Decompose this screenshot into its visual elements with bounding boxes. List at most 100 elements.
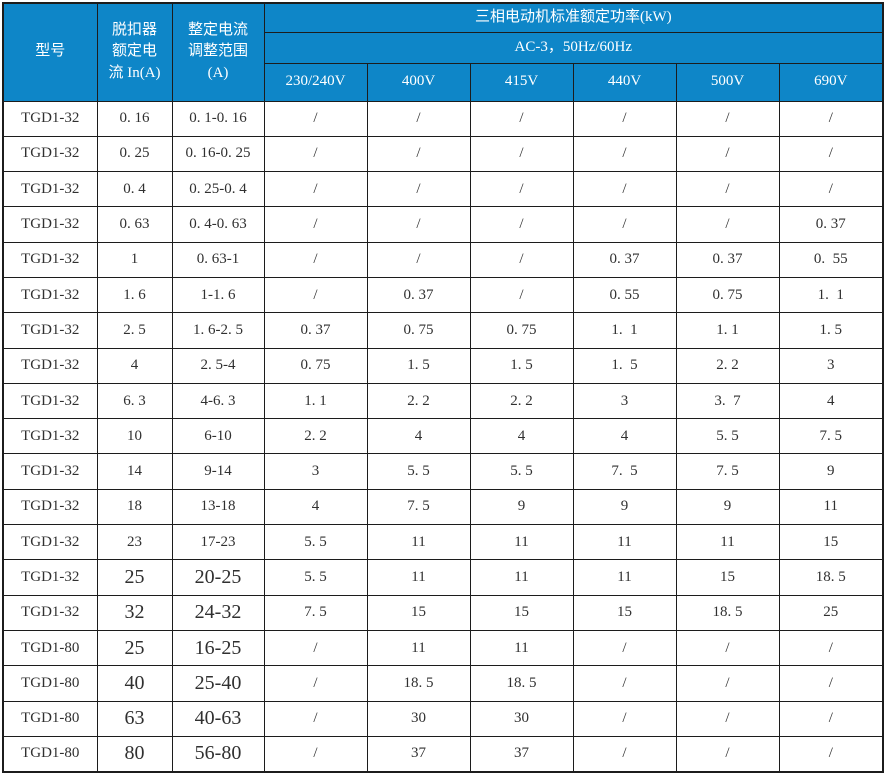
table-row: TGD1-80 40 25-40/18. 5 18. 5// / [2, 665, 884, 702]
cell-power-500v: 3. 7 [675, 382, 780, 420]
cell-power-690v: / [778, 700, 884, 737]
cell-model: TGD1-32 [2, 206, 98, 243]
cell-model: TGD1-32 [2, 347, 98, 384]
cell-rated-current: 2. 5 [96, 312, 173, 349]
cell-adjust-range: 20-25 [171, 559, 265, 596]
cell-rated-current: 0. 4 [96, 171, 173, 208]
cell-power-500v: 2. 2 [675, 347, 780, 384]
column-header-model: 型号 [2, 2, 98, 102]
cell-power-230-240v: / [263, 206, 368, 243]
cell-power-440v: / [572, 206, 677, 243]
cell-rated-current: 80 [96, 735, 173, 773]
cell-power-400v: 2. 2 [366, 382, 471, 420]
cell-power-690v: / [778, 100, 884, 137]
cell-adjust-range: 4-6. 3 [171, 382, 265, 420]
cell-rated-current: 10 [96, 418, 173, 455]
cell-power-500v: 18. 5 [675, 594, 780, 631]
cell-adjust-range: 25-40 [171, 665, 265, 702]
cell-power-400v: / [366, 171, 471, 208]
cell-power-230-240v: / [263, 665, 368, 702]
voltage-header-400v: 400V [366, 62, 471, 102]
cell-power-690v: / [778, 735, 884, 773]
cell-power-440v: / [572, 629, 677, 667]
cell-power-440v: 4 [572, 418, 677, 455]
cell-power-230-240v: / [263, 135, 368, 173]
cell-power-415v: 2. 2 [469, 382, 574, 420]
table-header: 型号 脱扣器 额定电 流 In(A) 整定电流 调整范围 (A) 三相电动机标准… [2, 2, 884, 102]
cell-power-440v: / [572, 100, 677, 137]
cell-adjust-range: 0. 1-0. 16 [171, 100, 265, 137]
cell-power-690v: 15 [778, 524, 884, 561]
cell-power-230-240v: / [263, 735, 368, 773]
cell-power-230-240v: / [263, 100, 368, 137]
cell-power-400v: 0. 75 [366, 312, 471, 349]
power-title-header: 三相电动机标准额定功率(kW) [263, 2, 884, 33]
cell-power-400v: 4 [366, 418, 471, 455]
cell-power-440v: 11 [572, 524, 677, 561]
cell-adjust-range: 40-63 [171, 700, 265, 737]
cell-power-415v: / [469, 276, 574, 314]
cell-power-415v: 9 [469, 488, 574, 526]
cell-rated-current: 18 [96, 488, 173, 526]
cell-power-230-240v: 5. 5 [263, 524, 368, 561]
voltage-header-230-240v: 230/240V [263, 62, 368, 102]
cell-power-230-240v: / [263, 276, 368, 314]
table-row: TGD1-32 32 24-32 7. 5 15 15 15 18. 5 25 [2, 594, 884, 631]
cell-power-500v: / [675, 700, 780, 737]
cell-power-400v: 7. 5 [366, 488, 471, 526]
cell-power-230-240v: / [263, 629, 368, 667]
cell-rated-current: 4 [96, 347, 173, 384]
cell-power-230-240v: / [263, 171, 368, 208]
cell-power-230-240v: / [263, 241, 368, 278]
cell-power-415v: 30 [469, 700, 574, 737]
cell-adjust-range: 0. 63-1 [171, 241, 265, 278]
cell-power-440v: / [572, 135, 677, 173]
cell-power-415v: / [469, 241, 574, 278]
cell-power-500v: 15 [675, 559, 780, 596]
cell-power-690v: 7. 5 [778, 418, 884, 455]
cell-adjust-range: 16-25 [171, 629, 265, 667]
cell-model: TGD1-32 [2, 135, 98, 173]
cell-model: TGD1-32 [2, 382, 98, 420]
cell-power-230-240v: / [263, 700, 368, 737]
cell-power-690v: 0. 55 [778, 241, 884, 278]
cell-model: TGD1-80 [2, 629, 98, 667]
voltage-header-415v: 415V [469, 62, 574, 102]
table-row: TGD1-32 0. 25 0. 16-0. 25// / / / / [2, 135, 884, 173]
cell-power-415v: 11 [469, 559, 574, 596]
cell-power-230-240v: 5. 5 [263, 559, 368, 596]
cell-rated-current: 6. 3 [96, 382, 173, 420]
cell-power-400v: 18. 5 [366, 665, 471, 702]
cell-power-230-240v: 0. 75 [263, 347, 368, 384]
cell-power-230-240v: 1. 1 [263, 382, 368, 420]
cell-power-440v: 9 [572, 488, 677, 526]
cell-rated-current: 23 [96, 524, 173, 561]
cell-power-690v: 1. 1 [778, 276, 884, 314]
cell-adjust-range: 6-10 [171, 418, 265, 455]
cell-power-400v: 5. 5 [366, 453, 471, 490]
cell-power-500v: 11 [675, 524, 780, 561]
table-row: TGD1-32 23 17-23 5. 5 11 11 11 11 15 [2, 524, 884, 561]
table-row: TGD1-80 63 40-63/30 30// / [2, 700, 884, 737]
cell-adjust-range: 9-14 [171, 453, 265, 490]
table-row: TGD1-32 18 13-18 4 7. 5 9 9 9 11 [2, 488, 884, 526]
cell-adjust-range: 0. 4-0. 63 [171, 206, 265, 243]
table-body: TGD1-32 0. 16 0. 1-0. 16// / / / / TGD1-32 0. 25… [2, 100, 884, 773]
cell-power-500v: / [675, 735, 780, 773]
cell-power-230-240v: 2. 2 [263, 418, 368, 455]
cell-power-440v: 7. 5 [572, 453, 677, 490]
cell-power-690v: 11 [778, 488, 884, 526]
cell-power-500v: / [675, 171, 780, 208]
cell-power-500v: 0. 75 [675, 276, 780, 314]
cell-power-500v: / [675, 665, 780, 702]
cell-power-415v: 18. 5 [469, 665, 574, 702]
cell-rated-current: 0. 25 [96, 135, 173, 173]
cell-power-440v: 11 [572, 559, 677, 596]
table-row: TGD1-32 0. 16 0. 1-0. 16// / / / / [2, 100, 884, 137]
cell-power-400v: 11 [366, 629, 471, 667]
cell-adjust-range: 2. 5-4 [171, 347, 265, 384]
header-row-title: 型号 脱扣器 额定电 流 In(A) 整定电流 调整范围 (A) 三相电动机标准… [2, 2, 884, 102]
cell-power-400v: 37 [366, 735, 471, 773]
